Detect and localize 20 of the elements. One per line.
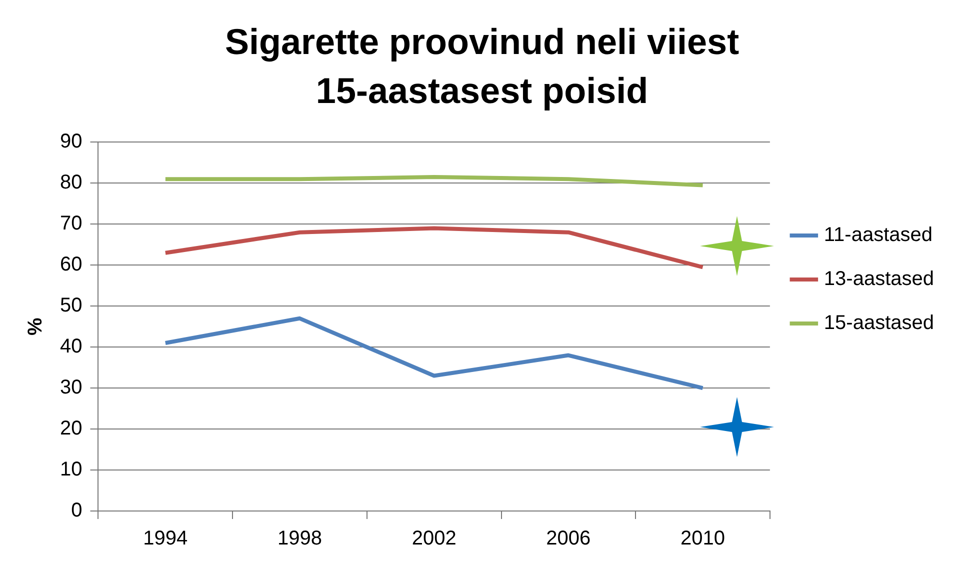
legend-label: 15-aastased (824, 312, 934, 334)
y-tick-label: 60 (60, 254, 82, 276)
y-tick-label: 0 (71, 500, 82, 522)
legend-label: 13-aastased (824, 268, 934, 290)
y-tick-label: 80 (60, 172, 82, 194)
y-tick-label: 50 (60, 294, 82, 317)
y-axis-title: % (24, 318, 47, 336)
y-tick-label: 70 (60, 212, 82, 235)
y-tick-label: 30 (60, 376, 82, 399)
chart-title: Sigarette proovinud neli viiest 15-aastasest poisid (224, 21, 740, 111)
y-tick-label: 40 (60, 336, 82, 358)
y-tick-label: 90 (60, 130, 82, 153)
x-tick-label: 2006 (546, 528, 591, 550)
y-tick-label: 10 (60, 458, 82, 481)
x-tick-label: 2010 (680, 528, 726, 550)
x-tick-label: 1994 (143, 528, 188, 550)
legend-label: 11-aastased (824, 224, 933, 246)
y-tick-label: 20 (60, 418, 82, 440)
x-tick-label: 1998 (278, 528, 322, 550)
x-tick-label: 2002 (412, 528, 456, 550)
